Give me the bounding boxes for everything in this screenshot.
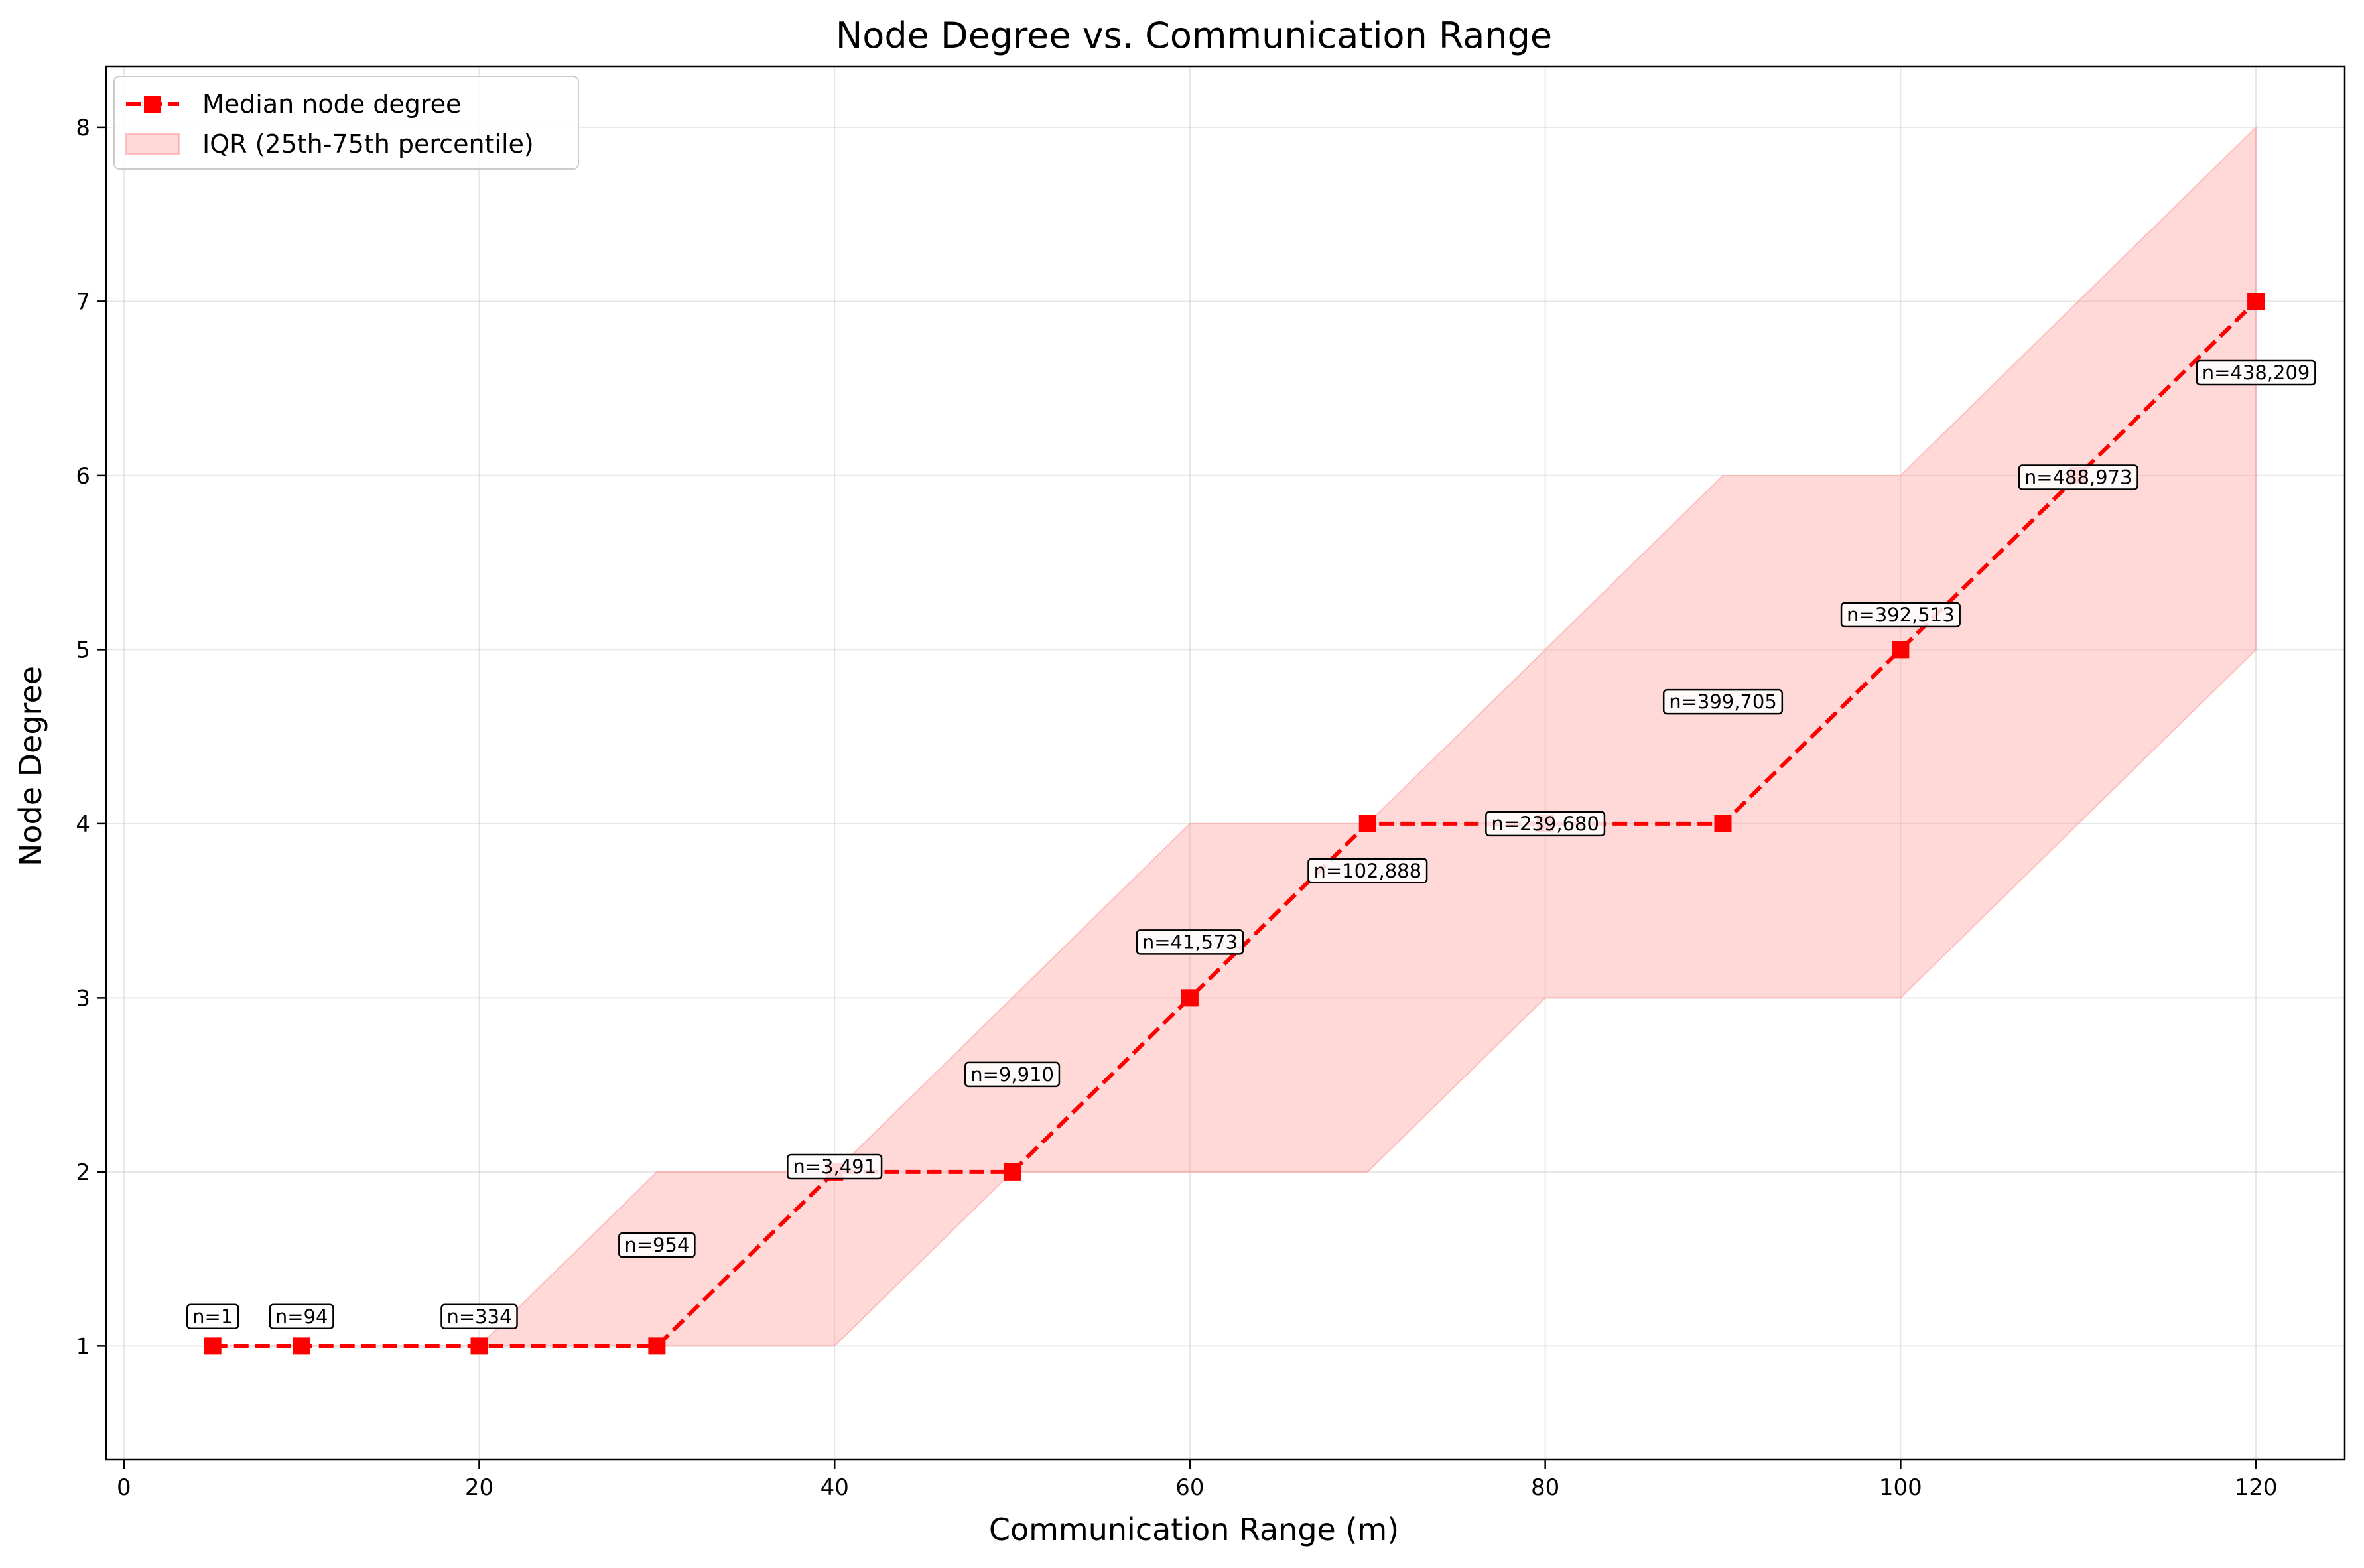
annotation-label: n=399,705 <box>1669 690 1777 713</box>
plot-frame <box>105 65 2346 1461</box>
sample-count-annotation: n=392,513 <box>1840 602 1961 628</box>
median-point <box>1714 815 1732 832</box>
median-point <box>204 1337 222 1355</box>
annotation-box <box>1840 602 1961 628</box>
median-point <box>1181 989 1199 1007</box>
annotation-label: n=392,513 <box>1847 604 1955 626</box>
x-tick-label: 40 <box>821 1474 849 1501</box>
annotation-box <box>1662 688 1784 715</box>
annotation-label: n=239,680 <box>1491 813 1599 835</box>
y-tick-label: 3 <box>76 985 90 1012</box>
legend-iqr-label: IQR (25th-75th percentile) <box>202 129 534 159</box>
annotation-label: n=488,973 <box>2024 466 2133 489</box>
x-tick-label: 60 <box>1175 1474 1204 1501</box>
annotation-box <box>2196 359 2316 386</box>
annotation-label: n=41,573 <box>1142 931 1238 953</box>
sample-count-annotation: n=41,573 <box>1136 929 1244 955</box>
annotation-box <box>2018 464 2138 490</box>
median-point <box>470 1337 488 1355</box>
y-tick-label: 7 <box>76 289 90 315</box>
legend: Median node degree IQR (25th-75th percent… <box>113 76 579 170</box>
median-point <box>2247 293 2265 310</box>
annotation-box <box>440 1303 518 1329</box>
sample-count-annotation: n=9,910 <box>964 1061 1061 1088</box>
median-point <box>648 1337 666 1355</box>
annotation-label: n=94 <box>275 1305 328 1328</box>
y-tick-label: 2 <box>76 1159 90 1186</box>
annotation-box <box>269 1303 334 1329</box>
y-tick-label: 1 <box>76 1333 90 1360</box>
median-point <box>1004 1163 1021 1181</box>
sample-count-annotation: n=1 <box>186 1303 239 1329</box>
annotation-box <box>787 1153 883 1180</box>
sample-count-annotation: n=334 <box>440 1303 518 1329</box>
x-axis-label: Communication Range (m) <box>989 1512 1399 1547</box>
x-tick-label: 80 <box>1531 1474 1559 1501</box>
annotation-box <box>618 1232 696 1258</box>
sample-count-annotation: n=3,491 <box>787 1153 883 1180</box>
median-point <box>1358 815 1376 832</box>
annotation-box <box>1307 858 1428 883</box>
legend-median-marker <box>144 96 161 113</box>
legend-iqr-swatch <box>125 133 180 155</box>
y-tick-label: 8 <box>76 115 90 141</box>
sample-count-annotation: n=488,973 <box>2018 464 2138 490</box>
x-tick-label: 100 <box>1879 1474 1922 1501</box>
annotation-label: n=9,910 <box>970 1063 1054 1086</box>
legend-box <box>113 76 579 170</box>
sample-count-annotation: n=102,888 <box>1307 858 1428 883</box>
y-tick-label: 6 <box>76 463 90 490</box>
sample-count-annotation: n=399,705 <box>1662 688 1784 715</box>
x-tick-label: 0 <box>117 1474 131 1501</box>
y-tick-label: 4 <box>76 811 90 838</box>
median-point <box>293 1337 310 1355</box>
sample-count-annotation: n=239,680 <box>1485 811 1606 837</box>
plot-area: n=1 n=94 n=334 n=954 n=3,491 n=9,910 n=41,573 n… <box>76 65 2346 1501</box>
x-tick-label: 20 <box>465 1474 493 1501</box>
annotation-label: n=438,209 <box>2202 361 2310 384</box>
annotation-box <box>964 1061 1061 1088</box>
y-axis-label: Node Degree <box>13 666 48 866</box>
chart-title: Node Degree vs. Communication Range <box>836 15 1552 56</box>
sample-count-annotation: n=94 <box>269 1303 334 1329</box>
annotation-label: n=954 <box>624 1234 689 1256</box>
annotation-label: n=102,888 <box>1313 860 1421 882</box>
sample-count-annotation: n=954 <box>618 1232 696 1258</box>
x-tick-label: 120 <box>2235 1474 2278 1501</box>
annotation-box <box>186 1303 239 1329</box>
median-point <box>1892 641 1910 659</box>
sample-count-annotation: n=438,209 <box>2196 359 2316 386</box>
y-tick-label: 5 <box>76 637 90 663</box>
legend-median-label: Median node degree <box>202 90 461 119</box>
annotation-label: n=1 <box>192 1305 233 1328</box>
annotation-box <box>1136 929 1244 955</box>
iqr-band <box>212 125 2257 1347</box>
annotation-box <box>1485 811 1606 837</box>
annotation-label: n=3,491 <box>793 1155 876 1178</box>
annotation-label: n=334 <box>446 1305 511 1328</box>
